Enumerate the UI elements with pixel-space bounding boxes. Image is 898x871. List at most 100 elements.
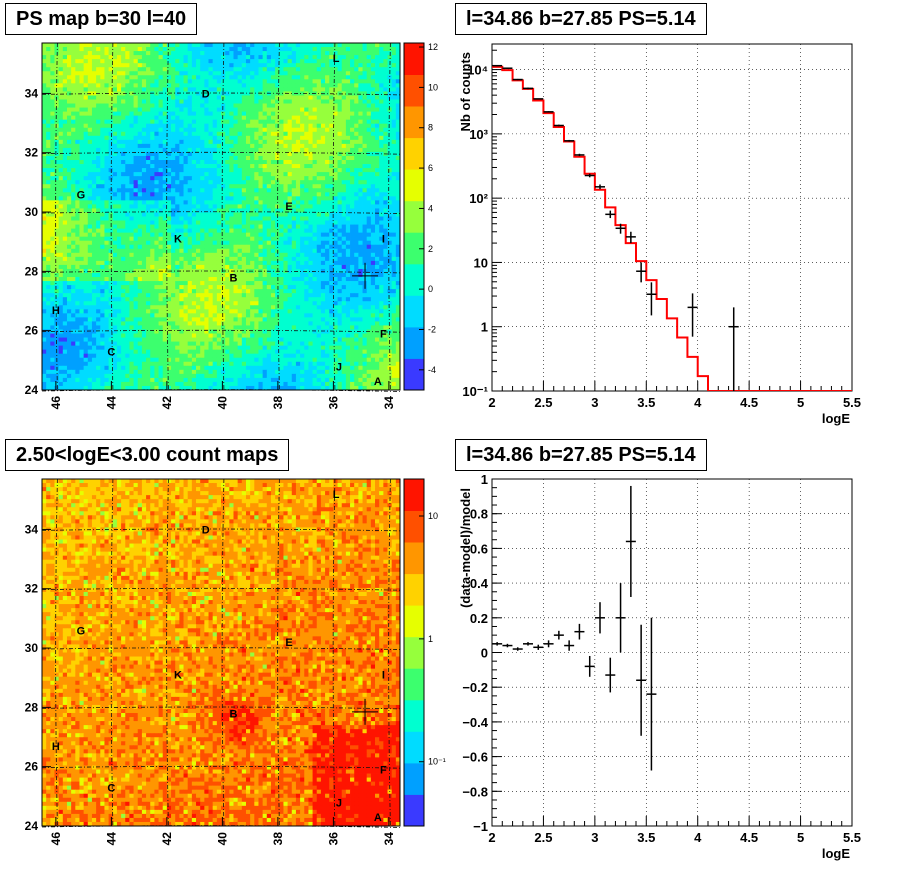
heatmap-cell [275,79,280,84]
heatmap-cell [116,139,122,145]
heatmap-cell [233,172,239,177]
heatmap-cell [229,248,234,254]
heatmap-cell [42,119,47,125]
heatmap-cell [125,232,130,238]
heatmap-cell [108,127,114,133]
heatmap-cell [83,107,89,112]
heatmap-cell [250,79,255,84]
heatmap-cell [304,164,309,169]
heatmap-cell [370,268,376,274]
heatmap-cell [295,87,301,92]
heatmap-cell [83,192,89,197]
heatmap-cell [262,43,268,48]
heatmap-cell [150,119,155,125]
heatmap-cell [87,51,93,56]
heatmap-cell [345,79,351,84]
heatmap-cell [325,123,330,129]
heatmap-cell [116,204,122,209]
heatmap-cell [62,208,68,213]
heatmap-cell [104,119,109,125]
heatmap-cell [316,252,322,258]
heatmap-cell [137,107,143,112]
heatmap-cell [241,220,247,225]
heatmap-cell [129,176,134,181]
heatmap-cell [162,256,168,262]
heatmap-cell [141,131,147,137]
heatmap-cell [304,220,309,225]
heatmap-cell [133,87,139,92]
heatmap-cell [275,272,280,278]
heatmap-cell [87,260,93,266]
heatmap-cell [229,127,234,133]
heatmap-cell [287,212,293,217]
heatmap-cell [175,75,180,80]
heatmap-cell [146,67,151,72]
heatmap-cell [325,63,330,68]
heatmap-cell [375,256,380,262]
heatmap-cell [104,160,109,165]
heatmap-cell [237,256,243,262]
heatmap-cell [100,208,105,213]
heatmap-cell [391,131,397,137]
heatmap-cell [262,147,268,153]
heatmap-cell [320,155,326,161]
heatmap-cell [304,55,309,60]
heatmap-cell [79,192,85,197]
heatmap-cell [233,212,239,217]
heatmap-cell [146,160,151,165]
heatmap-cell [304,232,309,238]
heatmap-cell [158,107,164,112]
heatmap-cell [358,180,363,185]
heatmap-cell [54,192,60,197]
heatmap-cell [279,123,284,129]
heatmap-cell [233,180,239,185]
heatmap-cell [116,115,122,121]
heatmap-cell [283,107,288,112]
heatmap-cell [350,83,355,88]
heatmap-cell [312,155,318,161]
heatmap-cell [196,232,201,238]
heatmap-cell [166,119,172,125]
heatmap-cell [196,164,201,169]
heatmap-cell [108,67,114,72]
heatmap-cell [46,123,51,129]
heatmap-cell [150,99,155,104]
heatmap-cell [258,236,264,242]
heatmap-cell [350,103,355,108]
heatmap-cell [245,160,251,165]
heatmap-cell [300,79,305,84]
heatmap-cell [183,272,189,278]
heatmap-cell [350,272,355,278]
heatmap-cell [216,107,222,112]
heatmap-cell [75,244,80,250]
heatmap-cell [366,107,372,112]
heatmap-cell [329,268,334,274]
heatmap-cell [154,47,159,52]
heatmap-cell [237,236,243,242]
heatmap-cell [225,240,230,246]
heatmap-cell [112,252,118,258]
heatmap-cell [337,200,343,205]
heatmap-cell [250,164,255,169]
heatmap-cell [75,151,80,157]
heatmap-cell [275,208,280,213]
heatmap-cell [241,268,247,274]
heatmap-cell [46,196,51,201]
heatmap-cell [258,228,264,234]
heatmap-cell [212,79,218,84]
heatmap-cell [187,252,193,258]
heatmap-cell [308,192,313,197]
heatmap-cell [150,244,155,250]
heatmap-cell [162,184,168,189]
heatmap-cell [391,164,397,169]
heatmap-cell [137,63,143,68]
heatmap-cell [329,212,334,217]
heatmap-cell [329,59,334,64]
heatmap-cell [245,196,251,201]
heatmap-cell [83,103,89,108]
heatmap-cell [345,232,351,238]
heatmap-cell [254,79,259,84]
heatmap-cell [262,119,268,125]
heatmap-cell [154,264,159,270]
heatmap-cell [104,180,109,185]
